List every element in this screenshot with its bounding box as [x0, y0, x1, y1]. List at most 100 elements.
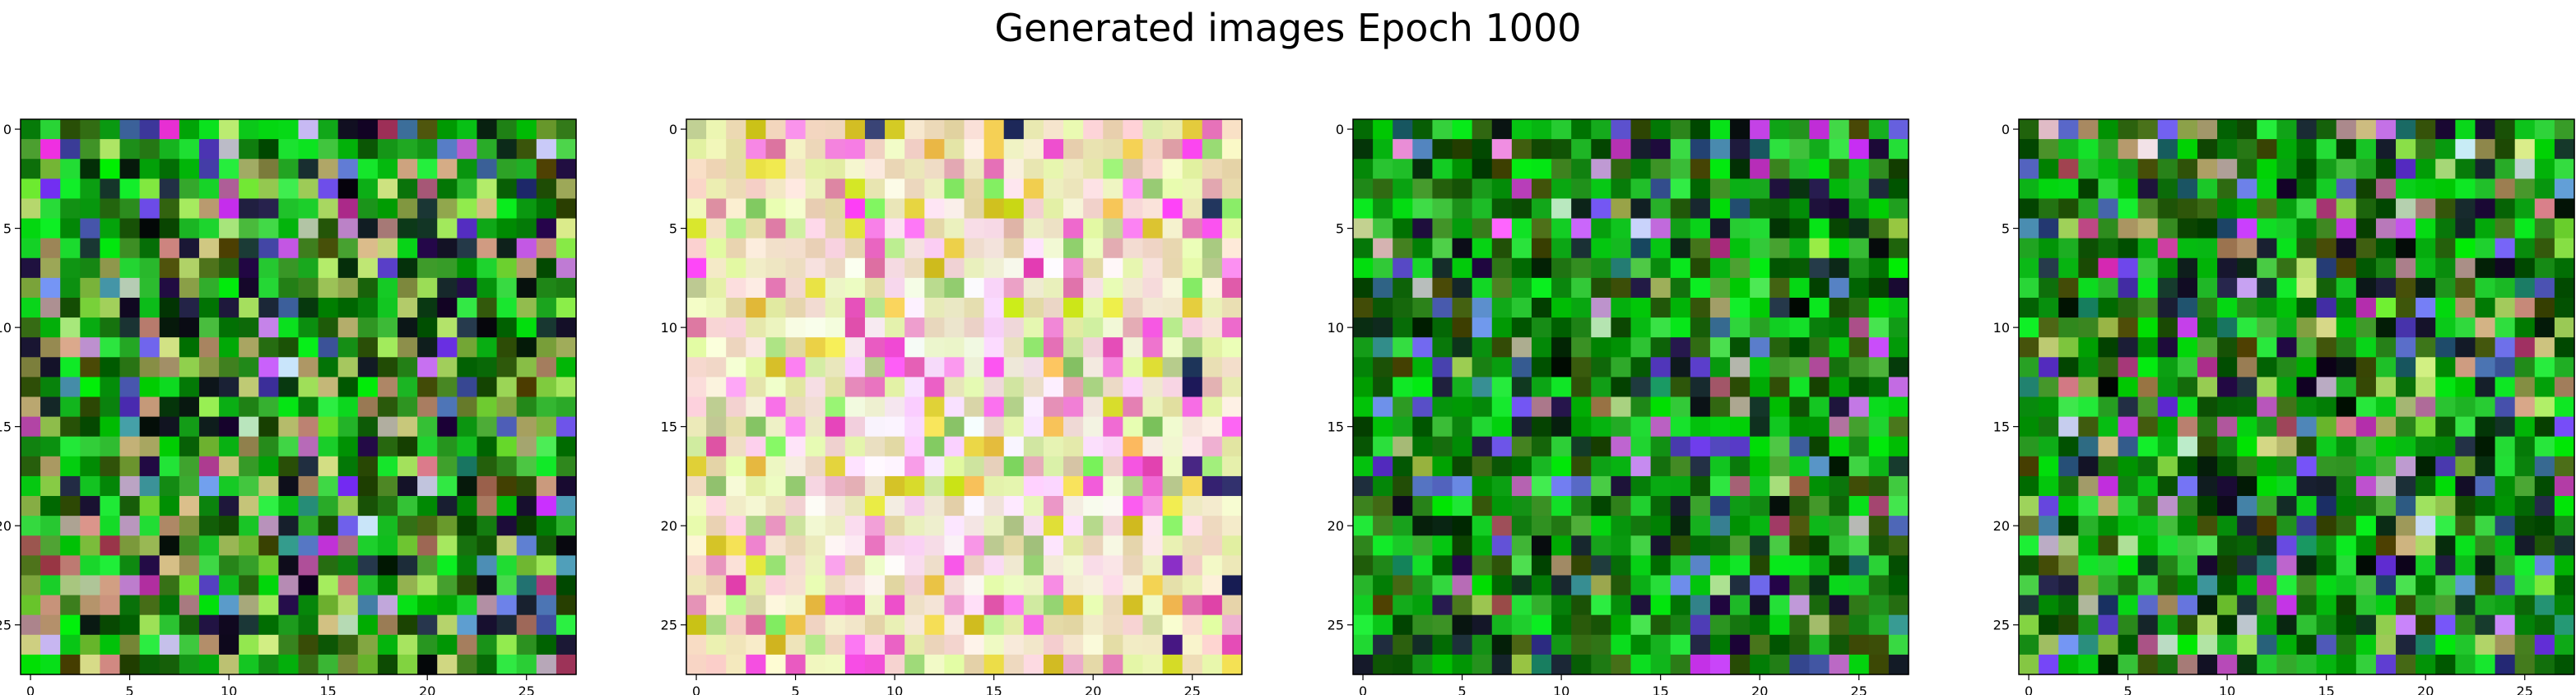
image-pixel	[2058, 614, 2079, 636]
image-pixel	[1142, 416, 1164, 438]
image-pixel	[1868, 436, 1890, 457]
image-pixel	[983, 218, 1005, 239]
image-pixel	[1182, 555, 1203, 577]
image-pixel	[1730, 357, 1751, 378]
image-pixel	[179, 297, 200, 318]
image-pixel	[1630, 535, 1652, 556]
image-pixel	[2336, 475, 2357, 497]
image-pixel	[2257, 159, 2277, 179]
image-pixel	[1162, 575, 1183, 596]
image-pixel	[2316, 535, 2337, 556]
image-pixel	[2058, 317, 2079, 338]
image-pixel	[1888, 119, 1909, 140]
image-pixel	[1531, 654, 1552, 675]
image-pixel	[2455, 456, 2476, 477]
image-pixel	[2396, 496, 2416, 517]
image-pixel	[298, 317, 319, 338]
image-pixel	[516, 377, 537, 398]
image-pixel	[1103, 178, 1123, 200]
image-pixel	[904, 654, 925, 675]
image-pixel	[706, 337, 727, 358]
image-pixel	[1142, 317, 1164, 338]
image-pixel	[119, 436, 141, 457]
image-pixel	[1023, 317, 1044, 338]
image-pixel	[1393, 377, 1413, 398]
image-pixel	[825, 614, 846, 636]
image-pixel	[2455, 139, 2476, 160]
image-pixel	[1123, 456, 1144, 477]
image-pixel	[1750, 436, 1770, 457]
image-pixel	[805, 496, 826, 517]
image-pixel	[2177, 535, 2198, 556]
image-pixel	[1491, 218, 1513, 239]
image-pixel	[706, 456, 727, 477]
image-pixel	[2098, 614, 2119, 636]
image-pixel	[1373, 496, 1393, 517]
image-pixel	[1393, 475, 1413, 497]
image-pixel	[805, 139, 826, 160]
image-pixel	[398, 614, 418, 636]
image-pixel	[1829, 634, 1850, 656]
image-pixel	[2098, 277, 2119, 299]
image-pixel	[278, 436, 300, 457]
image-pixel	[1142, 178, 1164, 200]
image-pixel	[2355, 475, 2377, 497]
image-pixel	[2058, 475, 2079, 497]
image-pixel	[2435, 595, 2456, 616]
image-pixel	[2177, 297, 2198, 318]
image-pixel	[2078, 238, 2099, 259]
image-pixel	[726, 139, 746, 160]
image-pixel	[2375, 575, 2397, 596]
image-pixel	[726, 614, 746, 636]
image-pixel	[2019, 277, 2039, 299]
image-pixel	[2435, 516, 2456, 536]
image-pixel	[1789, 317, 1811, 338]
image-pixel	[885, 654, 905, 675]
image-pixel	[100, 575, 121, 596]
image-pixel	[2019, 238, 2039, 259]
image-pixel	[1690, 555, 1711, 577]
image-pixel	[2355, 634, 2377, 656]
image-pixel	[1789, 575, 1811, 596]
image-pixel	[1063, 238, 1084, 259]
image-pixel	[1142, 475, 1164, 497]
image-pixel	[2098, 416, 2119, 438]
image-pixel	[2375, 277, 2397, 299]
image-pixel	[2137, 377, 2159, 398]
image-pixel	[198, 377, 220, 398]
image-pixel	[2495, 119, 2516, 140]
image-pixel	[1591, 159, 1611, 179]
image-pixel	[944, 198, 965, 220]
image-pixel	[1630, 456, 1652, 477]
image-pixel	[1571, 238, 1592, 259]
image-pixel	[1472, 357, 1493, 378]
image-pixel	[2237, 555, 2257, 577]
image-pixel	[2039, 377, 2059, 398]
image-pixel	[40, 377, 61, 398]
image-pixel	[1630, 555, 1652, 577]
image-pixel	[1123, 634, 1144, 656]
image-pixel	[40, 218, 61, 239]
image-pixel	[2296, 238, 2318, 259]
image-pixel	[2118, 496, 2139, 517]
image-pixel	[1452, 238, 1473, 259]
image-pixel	[2197, 595, 2218, 616]
image-pixel	[1789, 139, 1811, 160]
image-pixel	[119, 317, 141, 338]
image-pixel	[2137, 634, 2159, 656]
image-pixel	[1809, 119, 1830, 140]
image-pixel	[1769, 198, 1790, 220]
image-pixel	[2078, 535, 2099, 556]
image-pixel	[1491, 396, 1513, 418]
image-pixel	[2375, 535, 2397, 556]
image-pixel	[1003, 634, 1025, 656]
image-pixel	[40, 496, 61, 517]
image-pixel	[844, 416, 866, 438]
image-pixel	[398, 516, 418, 536]
image-pixel	[1511, 456, 1532, 477]
image-pixel	[1709, 555, 1731, 577]
image-pixel	[60, 297, 81, 318]
image-pixel	[1630, 416, 1652, 438]
image-pixel	[1809, 496, 1830, 517]
image-pixel	[924, 257, 945, 279]
